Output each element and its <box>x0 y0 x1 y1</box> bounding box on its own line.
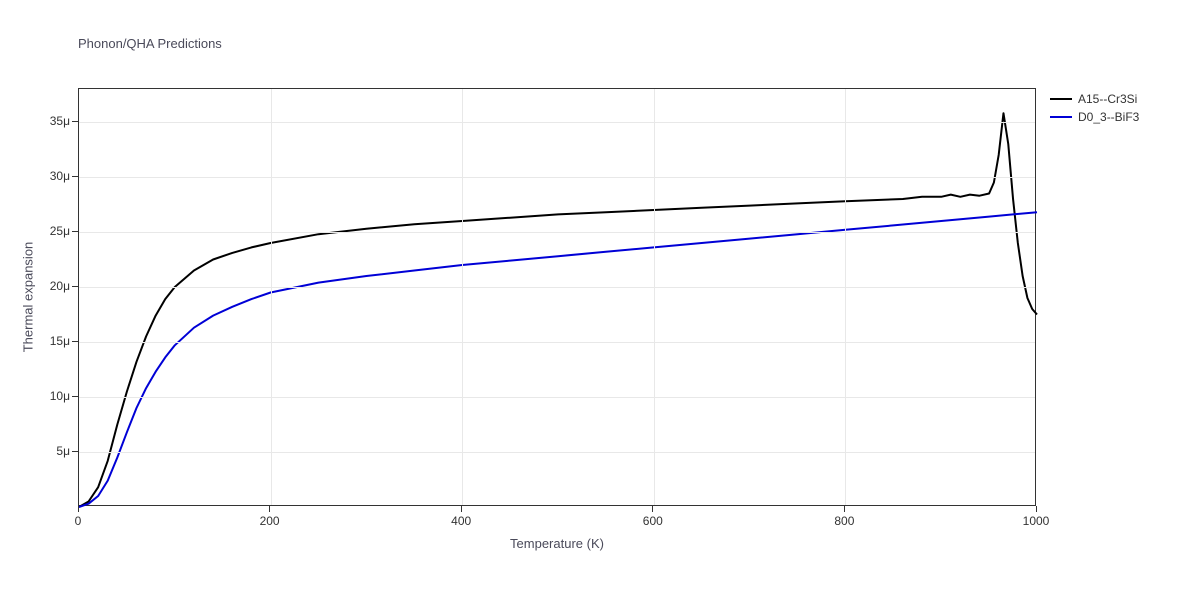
legend-item: A15--Cr3Si <box>1050 92 1139 106</box>
x-tick-label: 1000 <box>1023 514 1050 528</box>
plot-area <box>78 88 1036 506</box>
y-tick-label: 25μ <box>44 224 70 238</box>
legend-label: A15--Cr3Si <box>1078 92 1137 106</box>
y-tick <box>72 231 78 232</box>
legend-item: D0_3--BiF3 <box>1050 110 1139 124</box>
chart-title: Phonon/QHA Predictions <box>78 36 222 51</box>
gridline-vertical <box>845 89 846 505</box>
y-axis-label: Thermal expansion <box>21 242 36 353</box>
gridline-horizontal <box>79 232 1035 233</box>
gridline-vertical <box>271 89 272 505</box>
x-tick-label: 800 <box>834 514 854 528</box>
x-tick-label: 200 <box>260 514 280 528</box>
x-tick <box>652 506 653 512</box>
y-tick-label: 10μ <box>44 389 70 403</box>
x-tick <box>1036 506 1037 512</box>
gridline-horizontal <box>79 342 1035 343</box>
y-tick-label: 30μ <box>44 169 70 183</box>
y-tick <box>72 451 78 452</box>
gridline-horizontal <box>79 287 1035 288</box>
gridline-horizontal <box>79 452 1035 453</box>
y-tick <box>72 286 78 287</box>
gridline-horizontal <box>79 397 1035 398</box>
x-tick-label: 0 <box>75 514 82 528</box>
x-tick-label: 600 <box>643 514 663 528</box>
x-tick <box>844 506 845 512</box>
y-tick <box>72 176 78 177</box>
y-tick-label: 20μ <box>44 279 70 293</box>
y-tick <box>72 121 78 122</box>
chart-lines <box>79 89 1037 507</box>
x-tick-label: 400 <box>451 514 471 528</box>
legend-swatch <box>1050 116 1072 118</box>
x-tick <box>269 506 270 512</box>
y-tick <box>72 396 78 397</box>
gridline-vertical <box>654 89 655 505</box>
gridline-vertical <box>462 89 463 505</box>
legend-label: D0_3--BiF3 <box>1078 110 1139 124</box>
legend-swatch <box>1050 98 1072 100</box>
y-tick-label: 5μ <box>44 444 70 458</box>
gridline-horizontal <box>79 177 1035 178</box>
y-tick-label: 15μ <box>44 334 70 348</box>
x-axis-label: Temperature (K) <box>510 536 604 551</box>
x-tick <box>78 506 79 512</box>
y-tick <box>72 341 78 342</box>
gridline-horizontal <box>79 122 1035 123</box>
x-tick <box>461 506 462 512</box>
y-tick-label: 35μ <box>44 114 70 128</box>
legend: A15--Cr3Si D0_3--BiF3 <box>1050 92 1139 128</box>
